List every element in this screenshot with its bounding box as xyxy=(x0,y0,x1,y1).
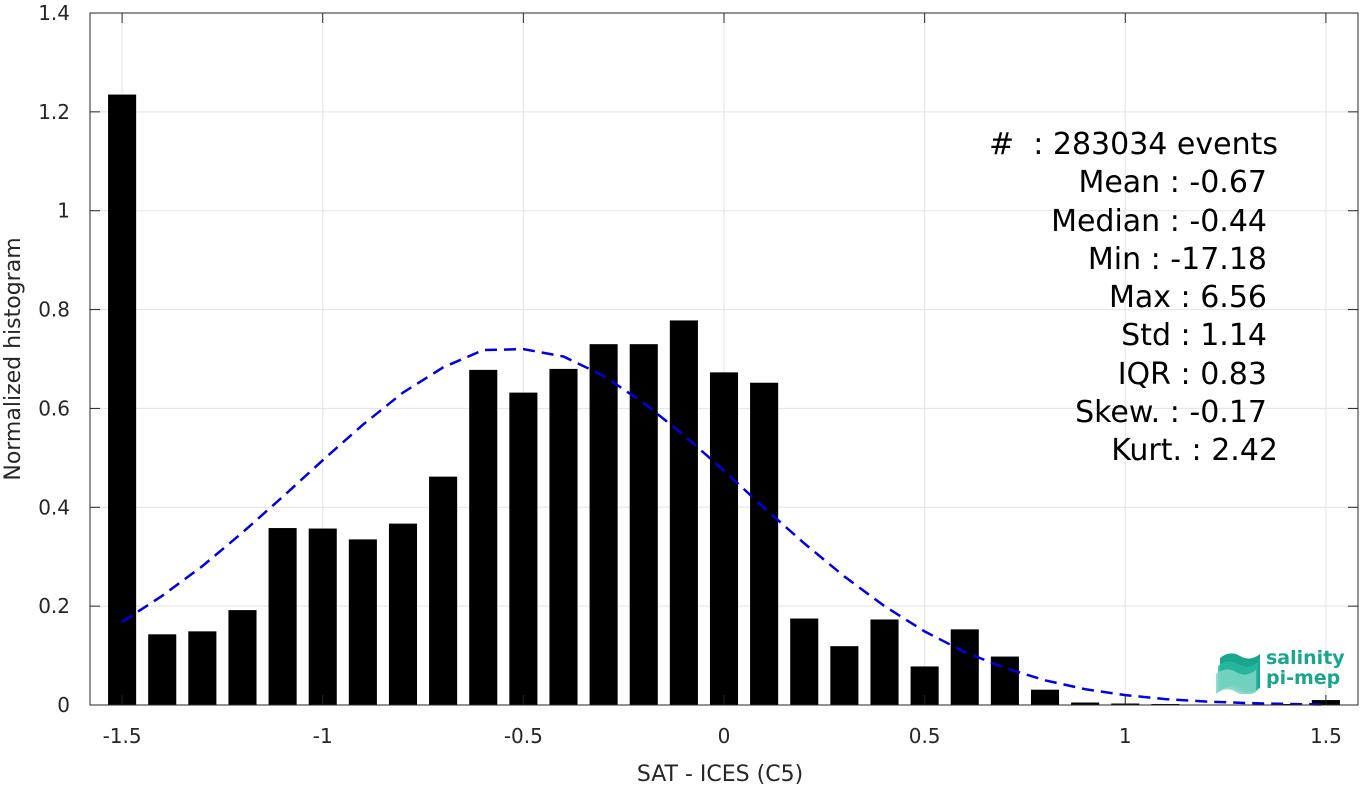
histogram-bar xyxy=(790,618,819,705)
logo-line1: salinity xyxy=(1266,647,1345,669)
stat-mean: Mean : -0.67 xyxy=(1078,165,1267,201)
histogram-bar xyxy=(268,528,297,705)
histogram-bar xyxy=(308,528,337,705)
x-tick-label: 1.5 xyxy=(1310,724,1342,748)
x-tick-label: -1.5 xyxy=(103,724,142,748)
y-tick-labels: 0 0.2 0.4 0.6 0.8 1 1.2 1.4 xyxy=(38,1,70,717)
histogram-bar xyxy=(228,610,257,705)
histogram-bars xyxy=(108,94,1340,706)
stat-std: Std : 1.14 xyxy=(1121,318,1267,354)
histogram-bar xyxy=(509,392,538,705)
histogram-bar xyxy=(108,94,137,706)
histogram-bar xyxy=(750,382,779,705)
y-tick-label: 1.2 xyxy=(38,100,70,124)
stat-median: Median : -0.44 xyxy=(1051,203,1267,239)
histogram-bar xyxy=(549,368,578,705)
stat-skew: Skew. : -0.17 xyxy=(1075,395,1267,431)
salinity-pimep-logo: salinity pi-mep xyxy=(1216,644,1346,696)
x-tick-label: 0 xyxy=(718,724,731,748)
histogram-bar xyxy=(429,476,458,705)
histogram-bar xyxy=(148,634,177,705)
y-tick-label: 0.8 xyxy=(38,298,70,322)
histogram-bar xyxy=(669,320,698,705)
histogram-bar xyxy=(469,369,498,705)
x-tick-label: 0.5 xyxy=(909,724,941,748)
stat-events: # : 283034 events xyxy=(989,127,1278,162)
y-tick-label: 0 xyxy=(57,693,70,717)
y-tick-label: 1.4 xyxy=(38,1,70,25)
stat-max: Max : 6.56 xyxy=(1109,280,1267,316)
y-tick-label: 0.2 xyxy=(38,594,70,618)
x-tick-labels: -1.5 -1 -0.5 0 0.5 1 1.5 xyxy=(103,724,1342,748)
histogram-bar xyxy=(1071,702,1100,705)
y-tick-label: 1 xyxy=(57,199,70,223)
histogram-bar xyxy=(830,646,859,705)
logo-waves-icon xyxy=(1216,653,1260,694)
stat-kurt: Kurt. : 2.42 xyxy=(1111,433,1278,469)
histogram-bar xyxy=(388,523,418,705)
stat-min: Min : -17.18 xyxy=(1087,241,1267,277)
logo-line2: pi-mep xyxy=(1266,667,1341,689)
y-tick-label: 0.4 xyxy=(38,495,70,519)
histogram-bar xyxy=(348,539,377,705)
histogram-bar xyxy=(870,619,899,705)
histogram-bar xyxy=(709,372,739,705)
y-tick-label: 0.6 xyxy=(38,396,70,420)
histogram-bar xyxy=(950,629,979,705)
stat-iqr: IQR : 0.83 xyxy=(1117,356,1267,392)
x-axis-label: SAT - ICES (C5) xyxy=(637,762,803,785)
axes-box xyxy=(89,12,1359,706)
x-tick-label: -0.5 xyxy=(504,724,543,748)
histogram-bar xyxy=(1030,689,1060,705)
histogram-bar xyxy=(629,344,658,705)
histogram-bar xyxy=(188,631,217,705)
x-tick-label: 1 xyxy=(1119,724,1132,748)
grid-lines xyxy=(90,12,1358,706)
histogram-bar xyxy=(589,344,618,705)
y-axis-label: Normalized histogram xyxy=(1,237,26,480)
x-tick-label: -1 xyxy=(313,724,333,748)
statistics-panel: # : 283034 events Mean : -0.67 Median : … xyxy=(900,126,1300,471)
